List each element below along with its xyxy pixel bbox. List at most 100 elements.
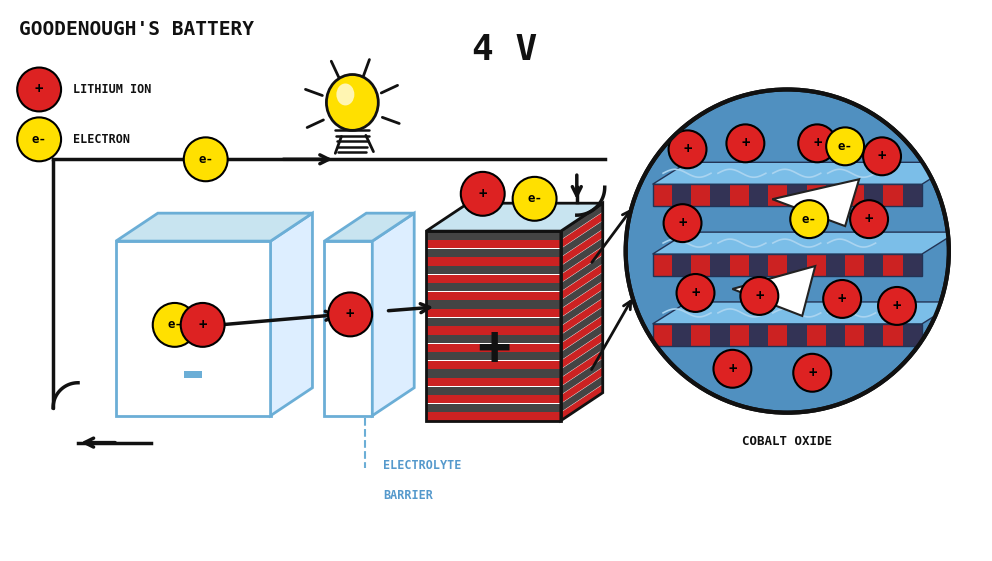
- Polygon shape: [884, 184, 903, 206]
- Polygon shape: [427, 232, 560, 240]
- Circle shape: [794, 354, 831, 392]
- Text: +: +: [755, 289, 764, 303]
- Polygon shape: [560, 238, 603, 274]
- Polygon shape: [903, 324, 922, 346]
- Polygon shape: [324, 213, 415, 241]
- Polygon shape: [768, 184, 788, 206]
- Circle shape: [153, 303, 196, 347]
- Polygon shape: [427, 343, 560, 352]
- Circle shape: [664, 204, 701, 242]
- Polygon shape: [427, 266, 560, 274]
- Polygon shape: [788, 324, 806, 346]
- Polygon shape: [427, 387, 560, 395]
- Polygon shape: [427, 369, 560, 378]
- Polygon shape: [653, 254, 672, 276]
- Circle shape: [626, 89, 949, 413]
- Polygon shape: [427, 249, 560, 257]
- Polygon shape: [271, 213, 312, 416]
- Polygon shape: [825, 324, 845, 346]
- Text: +: +: [808, 366, 816, 380]
- Circle shape: [826, 127, 864, 165]
- Polygon shape: [710, 184, 729, 206]
- Text: COBALT OXIDE: COBALT OXIDE: [742, 435, 832, 448]
- Polygon shape: [864, 324, 884, 346]
- Text: e-: e-: [802, 213, 816, 226]
- Circle shape: [513, 177, 557, 220]
- Text: +: +: [679, 216, 686, 230]
- Circle shape: [181, 303, 224, 347]
- Polygon shape: [427, 378, 560, 386]
- Text: +: +: [478, 187, 487, 201]
- Polygon shape: [560, 367, 603, 403]
- Text: +: +: [865, 212, 873, 226]
- Text: +: +: [198, 318, 206, 332]
- Polygon shape: [560, 255, 603, 291]
- Circle shape: [461, 172, 505, 216]
- Polygon shape: [729, 324, 749, 346]
- Polygon shape: [560, 290, 603, 326]
- Polygon shape: [427, 318, 560, 326]
- Circle shape: [713, 350, 751, 388]
- Polygon shape: [845, 324, 864, 346]
- Polygon shape: [788, 184, 806, 206]
- Polygon shape: [672, 254, 691, 276]
- Polygon shape: [788, 254, 806, 276]
- Text: +: +: [728, 362, 737, 376]
- Polygon shape: [653, 302, 957, 324]
- Polygon shape: [560, 273, 603, 309]
- Polygon shape: [903, 184, 922, 206]
- Polygon shape: [427, 240, 560, 249]
- Polygon shape: [427, 203, 603, 231]
- Polygon shape: [560, 358, 603, 395]
- Text: ELECTROLYTE: ELECTROLYTE: [383, 459, 461, 472]
- Circle shape: [863, 137, 901, 175]
- Polygon shape: [653, 162, 957, 184]
- Polygon shape: [710, 324, 729, 346]
- Polygon shape: [691, 254, 710, 276]
- Polygon shape: [427, 335, 560, 343]
- Polygon shape: [116, 241, 271, 416]
- Text: e-: e-: [527, 192, 542, 205]
- Polygon shape: [749, 324, 768, 346]
- Polygon shape: [427, 301, 560, 309]
- FancyBboxPatch shape: [185, 371, 202, 378]
- Polygon shape: [560, 384, 603, 421]
- Text: GOODENOUGH'S BATTERY: GOODENOUGH'S BATTERY: [19, 20, 254, 39]
- Polygon shape: [845, 254, 864, 276]
- Polygon shape: [806, 254, 825, 276]
- Polygon shape: [560, 342, 603, 378]
- Circle shape: [677, 274, 714, 312]
- Polygon shape: [768, 324, 788, 346]
- Circle shape: [17, 117, 62, 162]
- Text: e-: e-: [198, 153, 213, 166]
- Polygon shape: [903, 254, 922, 276]
- Polygon shape: [845, 184, 864, 206]
- Polygon shape: [691, 184, 710, 206]
- Polygon shape: [427, 327, 560, 334]
- Polygon shape: [729, 254, 749, 276]
- Text: +: +: [741, 136, 750, 150]
- Text: +: +: [893, 299, 901, 313]
- Text: +: +: [838, 292, 846, 306]
- Text: +: +: [35, 82, 44, 96]
- Polygon shape: [560, 229, 603, 265]
- Polygon shape: [825, 254, 845, 276]
- Polygon shape: [427, 361, 560, 369]
- Polygon shape: [691, 324, 710, 346]
- Polygon shape: [732, 266, 815, 316]
- Polygon shape: [560, 333, 603, 369]
- Text: +: +: [683, 142, 691, 157]
- Text: BARRIER: BARRIER: [383, 489, 433, 502]
- Text: +: +: [813, 136, 821, 150]
- Text: ELECTRON: ELECTRON: [73, 133, 130, 146]
- Text: +: +: [477, 322, 510, 375]
- Circle shape: [740, 277, 779, 315]
- Polygon shape: [768, 254, 788, 276]
- Polygon shape: [560, 212, 603, 249]
- Polygon shape: [653, 184, 672, 206]
- Text: +: +: [691, 286, 699, 300]
- Polygon shape: [427, 352, 560, 360]
- Polygon shape: [560, 350, 603, 386]
- Polygon shape: [427, 292, 560, 300]
- Polygon shape: [560, 247, 603, 283]
